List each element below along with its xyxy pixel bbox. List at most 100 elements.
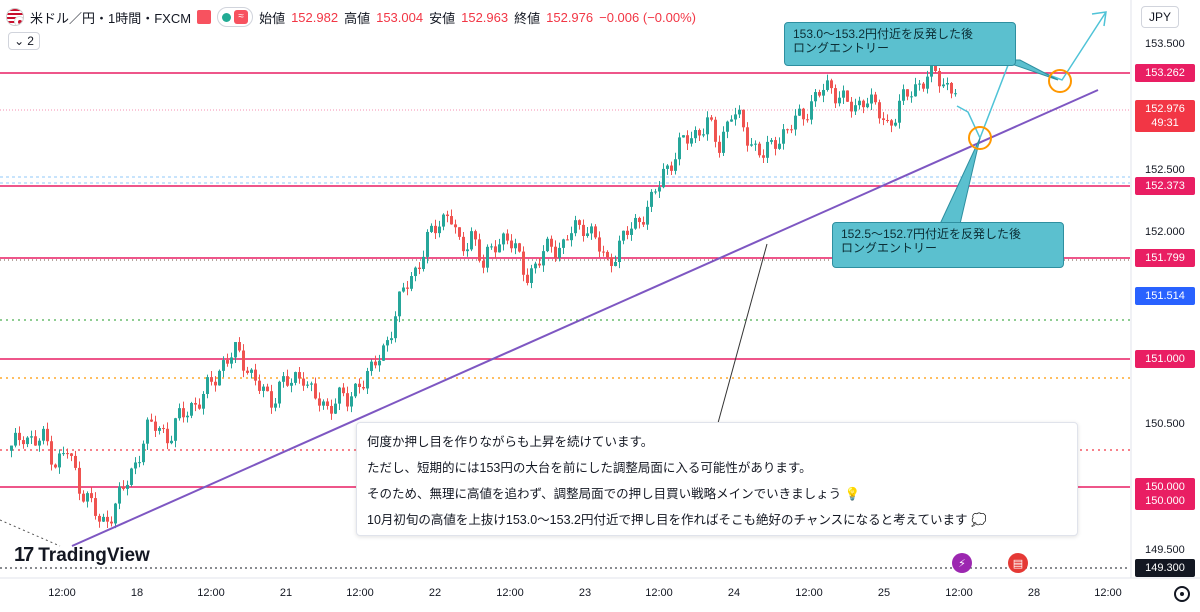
candle-body bbox=[270, 391, 273, 408]
lower-entry-callout[interactable]: 152.5〜152.7円付近を反発した後 ロングエントリー bbox=[832, 222, 1064, 268]
candle-body bbox=[222, 360, 225, 371]
x-tick: 24 bbox=[727, 587, 741, 599]
candle-body bbox=[566, 239, 569, 241]
candle-body bbox=[702, 134, 705, 136]
candle-body bbox=[226, 360, 229, 364]
settings-gear-icon[interactable] bbox=[1174, 586, 1190, 602]
open-value: 152.982 bbox=[291, 9, 339, 25]
candle-body bbox=[170, 440, 173, 444]
price-badge[interactable]: 152.373 bbox=[1135, 177, 1195, 195]
candle-body bbox=[774, 140, 777, 149]
candle-body bbox=[946, 82, 949, 85]
candle-body bbox=[534, 263, 537, 269]
candle-body bbox=[890, 120, 893, 126]
y-tick: 153.500 bbox=[1145, 38, 1185, 50]
candle-body bbox=[634, 217, 637, 229]
trendline[interactable] bbox=[71, 89, 1099, 547]
candle-body bbox=[830, 80, 833, 89]
candle-body bbox=[514, 243, 517, 249]
candle-body bbox=[414, 267, 417, 277]
x-tick: 23 bbox=[578, 587, 592, 599]
candle-body bbox=[602, 251, 605, 253]
symbol-title[interactable]: 米ドル／円・1時間・FXCM bbox=[30, 10, 192, 26]
candle-body bbox=[734, 114, 737, 120]
candle-body bbox=[746, 127, 749, 146]
indicators-toggle-button[interactable]: ⌄ 2 bbox=[8, 32, 40, 50]
candle-body bbox=[926, 76, 929, 89]
candle-body bbox=[186, 415, 189, 418]
usdjpy-flag-icon bbox=[6, 8, 24, 26]
price-badge[interactable]: 151.000 bbox=[1135, 350, 1195, 368]
market-status-icon[interactable] bbox=[197, 10, 212, 24]
x-tick: 12:00 bbox=[795, 587, 823, 599]
tradingview-logo[interactable]: 17 TradingView bbox=[14, 544, 150, 567]
price-badge[interactable]: 149.300 bbox=[1135, 559, 1195, 577]
candle-body bbox=[698, 130, 701, 136]
candle-body bbox=[406, 287, 409, 289]
last-price-badge[interactable]: 152.976 49:31 bbox=[1135, 100, 1195, 132]
candle-body bbox=[10, 445, 13, 451]
candle-body bbox=[610, 257, 613, 267]
prior-trend-dashed bbox=[0, 519, 61, 547]
candle-body bbox=[454, 224, 457, 228]
x-tick: 25 bbox=[877, 587, 891, 599]
candlestick-series bbox=[10, 55, 957, 529]
scenario-arrowhead bbox=[1091, 11, 1107, 27]
price-badge-double[interactable]: 150.000 150.000 bbox=[1135, 478, 1195, 510]
candle-body bbox=[834, 88, 837, 104]
status-pill[interactable]: ≈ bbox=[217, 7, 254, 27]
candle-body bbox=[214, 381, 217, 386]
candle-body bbox=[158, 428, 161, 431]
candle-body bbox=[294, 372, 297, 383]
candle-body bbox=[350, 396, 353, 407]
candle-body bbox=[794, 115, 797, 130]
candle-body bbox=[586, 233, 589, 237]
candle-body bbox=[122, 486, 125, 489]
high-label: 高値 bbox=[344, 10, 371, 26]
candle-body bbox=[250, 369, 253, 373]
candle-body bbox=[38, 440, 41, 446]
upper-entry-callout[interactable]: 153.0〜153.2円付近を反発した後 ロングエントリー bbox=[784, 22, 1016, 66]
candle-body bbox=[266, 386, 269, 392]
currency-selector[interactable]: JPY bbox=[1141, 6, 1179, 28]
entry-circle-lower[interactable] bbox=[968, 126, 992, 150]
candle-body bbox=[546, 238, 549, 252]
indicator-count: 2 bbox=[27, 34, 34, 48]
candle-body bbox=[98, 515, 101, 522]
candle-body bbox=[838, 97, 841, 104]
analysis-note[interactable]: 何度か押し目を作りながらも上昇を続けています。 ただし、短期的には153円の大台… bbox=[356, 422, 1078, 536]
candle-body bbox=[194, 403, 197, 405]
low-value: 152.963 bbox=[461, 9, 509, 25]
note-line: 10月初旬の高値を上抜け153.0〜153.2円付近で押し目を作ればそこも絶好の… bbox=[367, 513, 987, 527]
candle-body bbox=[434, 225, 437, 234]
price-badge[interactable]: 151.514 bbox=[1135, 287, 1195, 305]
candle-body bbox=[150, 419, 153, 422]
callout-text: 152.5〜152.7円付近を反発した後 bbox=[841, 227, 1022, 241]
candle-body bbox=[766, 141, 769, 158]
candle-body bbox=[754, 143, 757, 145]
note-line: 何度か押し目を作りながらも上昇を続けています。 bbox=[367, 435, 654, 449]
candle-body bbox=[654, 191, 657, 193]
candle-body bbox=[166, 428, 169, 444]
lightning-event-icon[interactable]: ⚡ bbox=[952, 553, 972, 573]
us-flag-event-icon[interactable]: ▤ bbox=[1008, 553, 1028, 573]
candle-body bbox=[298, 372, 301, 379]
candle-body bbox=[854, 105, 857, 112]
candle-body bbox=[690, 138, 693, 144]
candle-body bbox=[66, 453, 69, 455]
candle-body bbox=[394, 316, 397, 339]
candle-body bbox=[582, 224, 585, 237]
price-badge[interactable]: 151.799 bbox=[1135, 249, 1195, 267]
candle-body bbox=[138, 462, 141, 464]
candle-body bbox=[426, 231, 429, 257]
candle-body bbox=[54, 464, 57, 468]
x-tick: 12:00 bbox=[945, 587, 973, 599]
x-tick: 12:00 bbox=[48, 587, 76, 599]
candle-body bbox=[286, 376, 289, 386]
entry-circle-upper[interactable] bbox=[1048, 69, 1072, 93]
price-badge[interactable]: 153.262 bbox=[1135, 64, 1195, 82]
candle-body bbox=[190, 403, 193, 416]
candle-body bbox=[30, 436, 33, 438]
candle-body bbox=[574, 220, 577, 234]
